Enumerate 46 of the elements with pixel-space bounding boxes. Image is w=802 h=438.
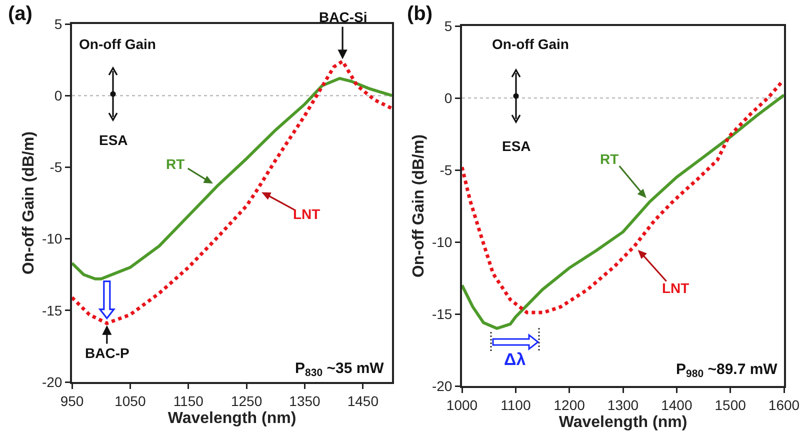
x-tick-label: 1450: [347, 392, 379, 409]
annotation: P$_{980}$ ~89.7 mW: [676, 361, 778, 380]
annotation: ESA: [99, 132, 128, 148]
y-tick-label: -15: [42, 302, 62, 318]
y-axis-title: On-off Gain (dB/m): [410, 134, 428, 278]
annotation: ESA: [502, 138, 531, 154]
y-tick-label: -5: [440, 162, 452, 178]
y-tick-label: 0: [444, 90, 452, 106]
x-tick-label: 1200: [554, 396, 586, 413]
annotation: On-off Gain: [79, 36, 156, 52]
x-tick-label: 950: [60, 392, 84, 409]
x-tick-label: 1150: [173, 392, 204, 409]
y-tick-label: 5: [54, 16, 62, 32]
annotation: On-off Gain: [492, 36, 569, 52]
x-axis-title: Wavelength (nm): [558, 414, 688, 431]
x-tick-label: 1250: [230, 392, 262, 409]
x-tick-label: 1400: [661, 396, 692, 413]
text: LNT: [662, 280, 690, 296]
y-axis-title: On-off Gain (dB/m): [20, 131, 38, 275]
text: LNT: [293, 206, 321, 222]
annotation: Δλ: [504, 350, 526, 369]
x-tick-label: 1500: [714, 396, 746, 413]
line-series: [72, 76, 392, 280]
y-tick-label: -15: [432, 306, 452, 322]
x-axis-title: Wavelength (nm): [168, 410, 296, 427]
y-tick-label: -20: [42, 374, 62, 390]
line-series: [72, 59, 392, 326]
annotation: BAC-Si: [319, 9, 368, 25]
x-tick-label: 1350: [289, 392, 321, 409]
text: RT: [166, 156, 186, 172]
text: (a): [8, 3, 32, 25]
y-tick-label: 5: [444, 18, 452, 34]
x-tick-label: 1600: [768, 396, 800, 413]
y-tick-label: -20: [432, 378, 452, 394]
y-tick-label: -5: [50, 159, 62, 176]
x-tick-label: 1100: [500, 396, 531, 413]
y-tick-label: -10: [42, 230, 62, 247]
text: RT: [600, 151, 620, 167]
x-tick-label: 1050: [114, 392, 146, 409]
y-tick-label: 0: [54, 88, 62, 104]
annotation: P$_{830}$ ~35 mW: [295, 360, 385, 380]
y-tick-label: -10: [432, 234, 452, 250]
x-tick-label: 1300: [607, 396, 639, 413]
text: (b): [407, 3, 433, 25]
x-tick-label: 1000: [446, 396, 478, 413]
annotation: BAC-P: [85, 345, 130, 361]
